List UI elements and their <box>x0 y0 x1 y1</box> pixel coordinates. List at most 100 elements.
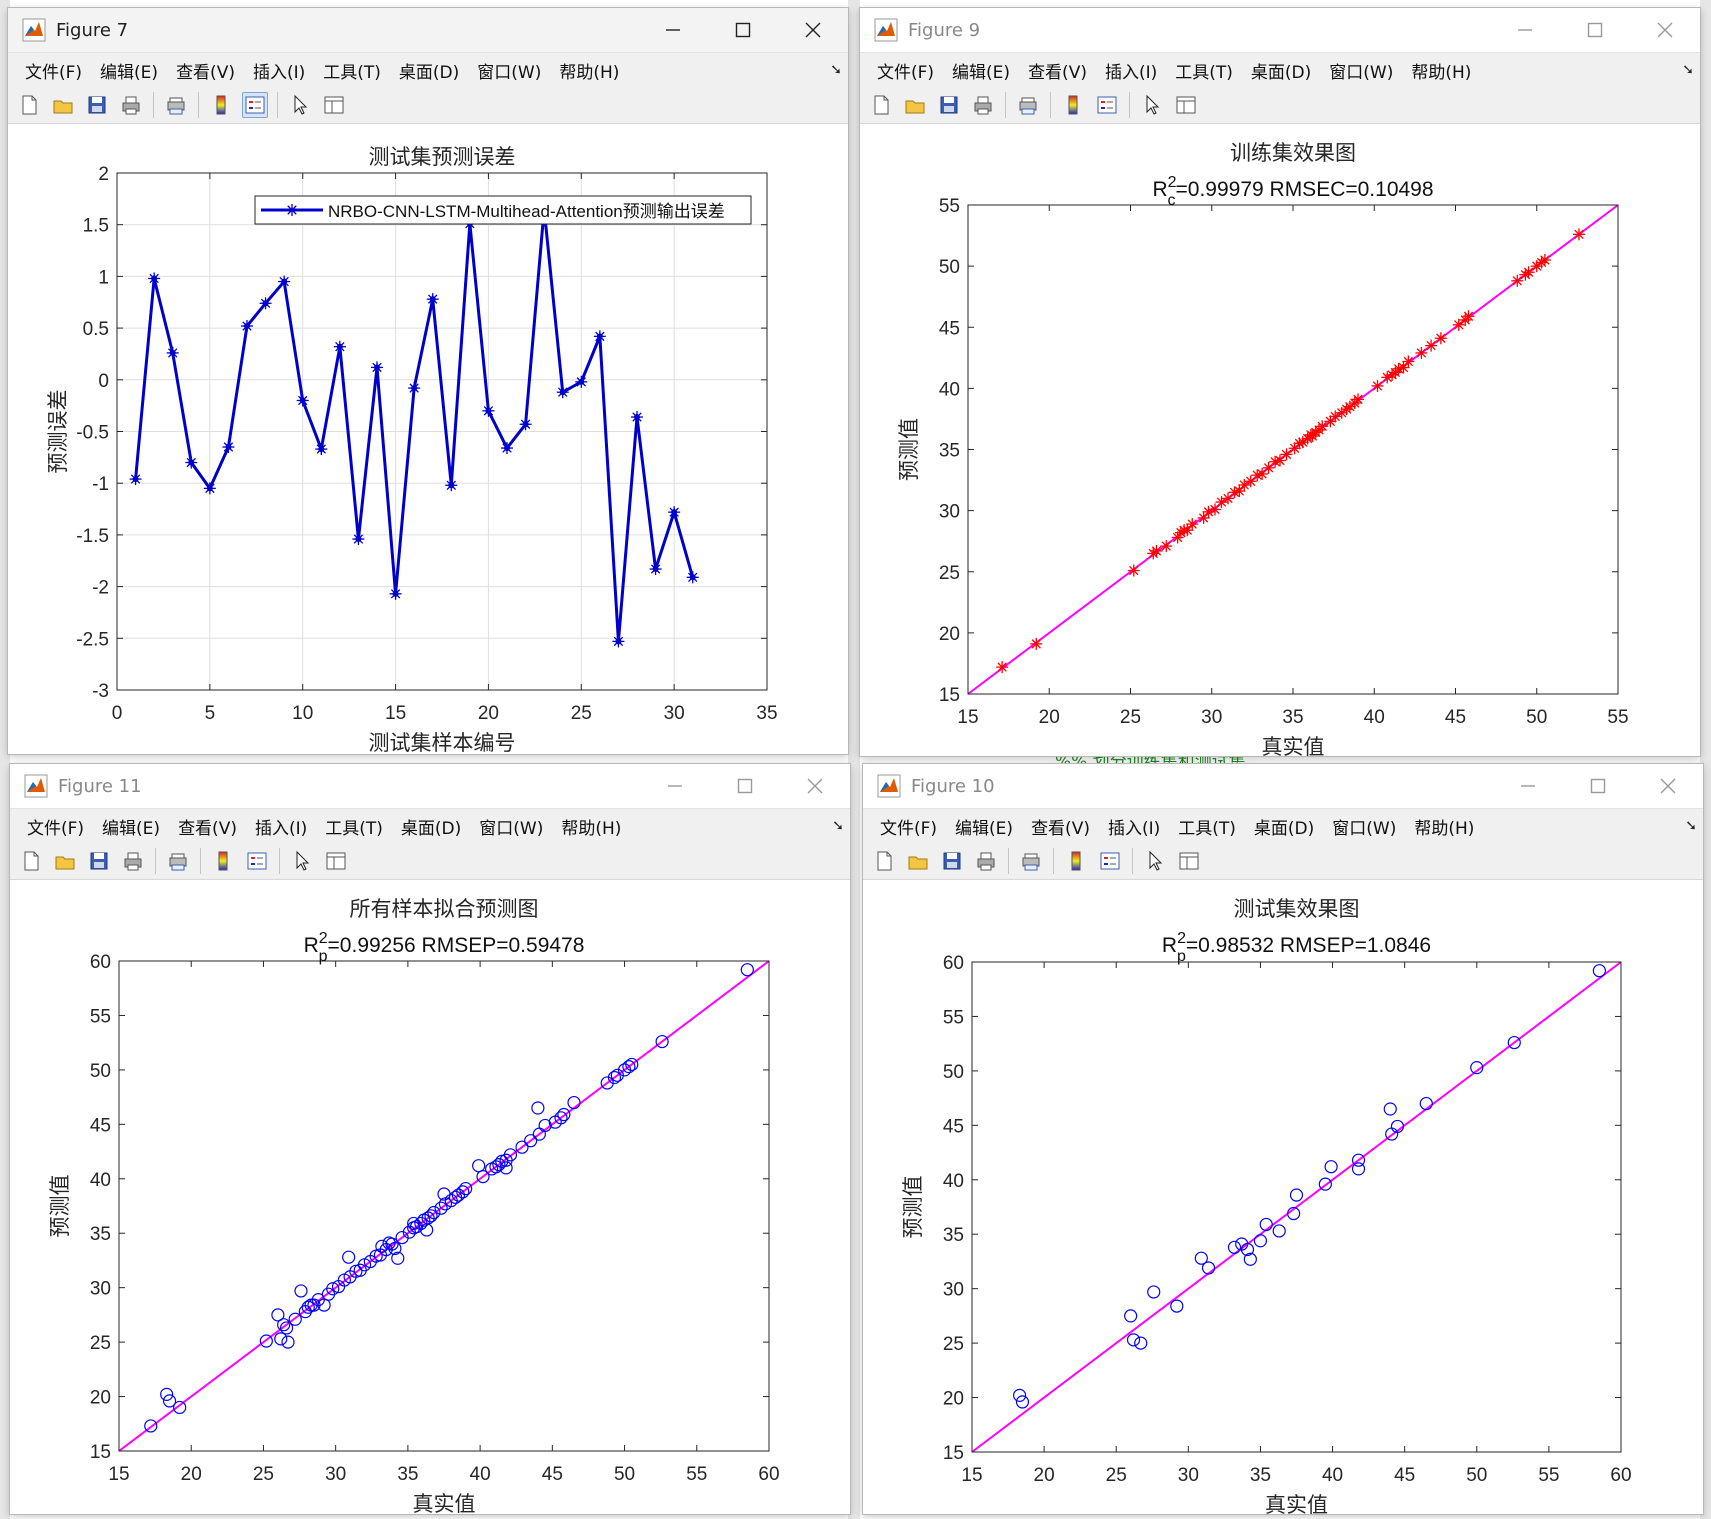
menu-desktop[interactable]: 桌面(D) <box>1253 818 1315 839</box>
menu-desktop[interactable]: 桌面(D) <box>398 62 460 83</box>
dock-arrow-icon[interactable]: ➘ <box>1685 817 1697 833</box>
print-preview-button[interactable] <box>1018 848 1044 874</box>
menu-help[interactable]: 帮助(H) <box>561 818 622 839</box>
close-button[interactable] <box>1633 764 1703 808</box>
title-bar[interactable]: Figure 9 <box>860 8 1700 53</box>
print-preview-button[interactable] <box>163 92 189 118</box>
menu-insert[interactable]: 插入(I) <box>254 818 308 839</box>
menu-view[interactable]: 查看(V) <box>1031 818 1090 839</box>
menu-help[interactable]: 帮助(H) <box>559 62 620 83</box>
pointer-button[interactable] <box>1142 848 1168 874</box>
maximize-button[interactable] <box>1563 764 1633 808</box>
menu-view[interactable]: 查看(V) <box>178 818 237 839</box>
menu-view[interactable]: 查看(V) <box>1028 62 1087 83</box>
print-button[interactable] <box>120 848 146 874</box>
save-button[interactable] <box>939 848 965 874</box>
menu-window[interactable]: 窗口(W) <box>479 818 544 839</box>
data-point <box>1352 393 1364 406</box>
menu-desktop[interactable]: 桌面(D) <box>400 818 462 839</box>
menu-window[interactable]: 窗口(W) <box>1329 62 1394 83</box>
menu-edit[interactable]: 编辑(E) <box>102 818 161 839</box>
minimize-button[interactable] <box>640 764 710 808</box>
open-file-button[interactable] <box>50 92 76 118</box>
save-button[interactable] <box>84 92 110 118</box>
property-inspector-button[interactable] <box>1173 92 1199 118</box>
new-figure-button[interactable] <box>16 92 42 118</box>
colorbar-button[interactable] <box>210 848 236 874</box>
property-inspector-button[interactable] <box>323 848 349 874</box>
close-button[interactable] <box>778 8 848 52</box>
print-button[interactable] <box>118 92 144 118</box>
minimize-icon <box>666 29 680 31</box>
maximize-button[interactable] <box>710 764 780 808</box>
print-button[interactable] <box>970 92 996 118</box>
data-point <box>1507 1035 1521 1050</box>
x-tick-label: 50 <box>614 1464 635 1485</box>
colorbar-button[interactable] <box>1060 92 1086 118</box>
x-tick-label: 55 <box>1538 1465 1559 1486</box>
colorbar-button[interactable] <box>208 92 234 118</box>
menu-help[interactable]: 帮助(H) <box>1414 818 1475 839</box>
menu-insert[interactable]: 插入(I) <box>1104 62 1158 83</box>
pointer-button[interactable] <box>287 92 313 118</box>
y-tick-label: 25 <box>943 1334 964 1355</box>
print-preview-button[interactable] <box>1015 92 1041 118</box>
menu-window[interactable]: 窗口(W) <box>1332 818 1397 839</box>
minimize-button[interactable] <box>1490 8 1560 52</box>
minimize-button[interactable] <box>638 8 708 52</box>
dock-arrow-icon[interactable]: ➘ <box>832 817 844 833</box>
x-tick-label: 50 <box>1466 1465 1487 1486</box>
legend-button[interactable] <box>1094 92 1120 118</box>
data-point <box>649 563 662 576</box>
y-tick-label: 40 <box>90 1170 111 1191</box>
open-file-button[interactable] <box>902 92 928 118</box>
legend[interactable]: NRBO-CNN-LSTM-Multihead-Attention预测输出误差 <box>254 195 752 225</box>
menu-tools[interactable]: 工具(T) <box>325 818 383 839</box>
maximize-button[interactable] <box>708 8 778 52</box>
new-figure-button[interactable] <box>871 848 897 874</box>
menu-edit[interactable]: 编辑(E) <box>955 818 1014 839</box>
menu-insert[interactable]: 插入(I) <box>252 62 306 83</box>
menu-file[interactable]: 文件(F) <box>25 62 83 83</box>
colorbar-button[interactable] <box>1063 848 1089 874</box>
save-button[interactable] <box>936 92 962 118</box>
menu-insert[interactable]: 插入(I) <box>1107 818 1161 839</box>
menu-tools[interactable]: 工具(T) <box>323 62 381 83</box>
legend-button[interactable] <box>244 848 270 874</box>
maximize-button[interactable] <box>1560 8 1630 52</box>
dock-arrow-icon[interactable]: ➘ <box>830 61 842 77</box>
menu-desktop[interactable]: 桌面(D) <box>1250 62 1312 83</box>
new-figure-button[interactable] <box>18 848 44 874</box>
legend-button[interactable] <box>242 92 268 118</box>
close-button[interactable] <box>780 764 850 808</box>
title-bar[interactable]: Figure 7 <box>8 8 848 53</box>
menu-edit[interactable]: 编辑(E) <box>952 62 1011 83</box>
save-button[interactable] <box>86 848 112 874</box>
pointer-button[interactable] <box>289 848 315 874</box>
menu-tools[interactable]: 工具(T) <box>1178 818 1236 839</box>
menu-file[interactable]: 文件(F) <box>27 818 85 839</box>
legend-button[interactable] <box>1097 848 1123 874</box>
dock-arrow-icon[interactable]: ➘ <box>1682 61 1694 77</box>
menu-window[interactable]: 窗口(W) <box>477 62 542 83</box>
menu-view[interactable]: 查看(V) <box>176 62 235 83</box>
data-point <box>1318 1177 1332 1191</box>
title-bar[interactable]: Figure 11 <box>10 764 850 809</box>
menu-edit[interactable]: 编辑(E) <box>100 62 159 83</box>
open-file-button[interactable] <box>52 848 78 874</box>
pointer-button[interactable] <box>1139 92 1165 118</box>
menu-file[interactable]: 文件(F) <box>880 818 938 839</box>
property-inspector-button[interactable] <box>1176 848 1202 874</box>
menu-file[interactable]: 文件(F) <box>877 62 935 83</box>
new-figure-button[interactable] <box>868 92 894 118</box>
print-preview-button[interactable] <box>165 848 191 874</box>
minimize-button[interactable] <box>1493 764 1563 808</box>
property-inspector-button[interactable] <box>321 92 347 118</box>
menu-tools[interactable]: 工具(T) <box>1175 62 1233 83</box>
menu-help[interactable]: 帮助(H) <box>1411 62 1472 83</box>
open-file-button[interactable] <box>905 848 931 874</box>
toolbar-separator <box>1132 848 1133 874</box>
title-bar[interactable]: Figure 10 <box>863 764 1703 809</box>
print-button[interactable] <box>973 848 999 874</box>
close-button[interactable] <box>1630 8 1700 52</box>
